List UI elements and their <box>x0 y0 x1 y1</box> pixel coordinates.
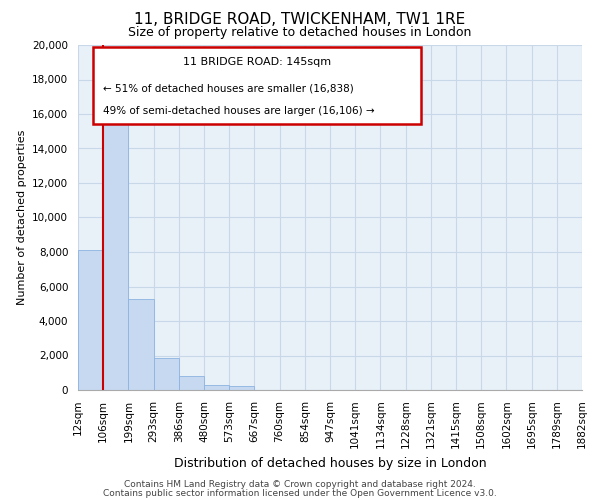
X-axis label: Distribution of detached houses by size in London: Distribution of detached houses by size … <box>173 457 487 470</box>
Text: 11 BRIDGE ROAD: 145sqm: 11 BRIDGE ROAD: 145sqm <box>183 57 331 67</box>
Bar <box>154 358 179 390</box>
Text: Contains HM Land Registry data © Crown copyright and database right 2024.: Contains HM Land Registry data © Crown c… <box>124 480 476 489</box>
Bar <box>103 104 128 390</box>
Text: 11, BRIDGE ROAD, TWICKENHAM, TW1 1RE: 11, BRIDGE ROAD, TWICKENHAM, TW1 1RE <box>134 12 466 28</box>
Text: Contains public sector information licensed under the Open Government Licence v3: Contains public sector information licen… <box>103 488 497 498</box>
FancyBboxPatch shape <box>93 46 421 124</box>
Text: 49% of semi-detached houses are larger (16,106) →: 49% of semi-detached houses are larger (… <box>103 106 375 116</box>
Bar <box>128 298 154 390</box>
Text: ← 51% of detached houses are smaller (16,838): ← 51% of detached houses are smaller (16… <box>103 84 354 94</box>
Bar <box>229 386 254 390</box>
Y-axis label: Number of detached properties: Number of detached properties <box>17 130 26 305</box>
Bar <box>78 250 103 390</box>
Bar <box>179 376 204 390</box>
Bar <box>204 384 229 390</box>
Text: Size of property relative to detached houses in London: Size of property relative to detached ho… <box>128 26 472 39</box>
